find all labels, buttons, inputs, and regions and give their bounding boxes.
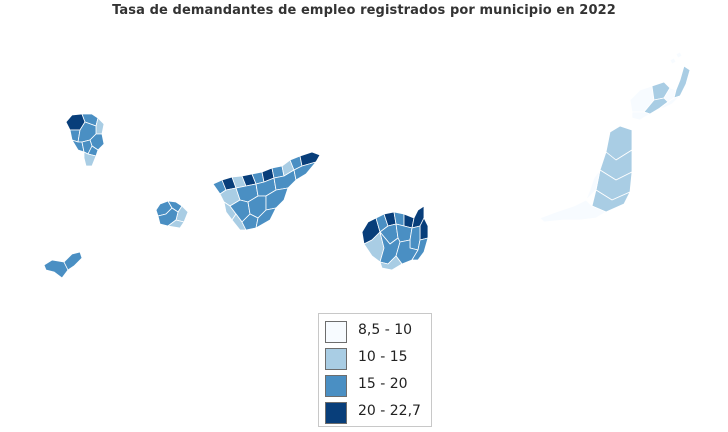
- tenerife-mun-15[interactable]: [293, 161, 317, 181]
- legend-swatch-1: [325, 321, 347, 343]
- tenerife-mun-20[interactable]: [231, 213, 247, 231]
- fv-mun-5[interactable]: [539, 199, 607, 223]
- tenerife-mun-22[interactable]: [255, 207, 277, 229]
- island-tenerife: [212, 151, 321, 231]
- legend-label-4: 20 - 22,7: [358, 403, 421, 419]
- legend-label-1: 8,5 - 10: [358, 322, 413, 338]
- lapalma-mun-3[interactable]: [95, 117, 105, 135]
- legend-label-3: 15 - 20: [358, 376, 408, 392]
- legend-label-2: 10 - 15: [358, 349, 408, 365]
- gomera-mun-5[interactable]: [167, 219, 185, 229]
- gc-mun-14[interactable]: [411, 237, 429, 261]
- lz-mun-4[interactable]: [673, 65, 691, 99]
- island-lanzarote: [629, 51, 691, 121]
- island-fuerteventura: [539, 125, 633, 223]
- island-la-palma: [65, 113, 105, 167]
- lz-mun-6[interactable]: [631, 111, 651, 121]
- legend-item-1: 8,5 - 10: [325, 321, 429, 343]
- lz-mun-7[interactable]: [659, 95, 681, 109]
- legend-item-4: 20 - 22,7: [325, 402, 429, 424]
- gc-mun-15[interactable]: [379, 255, 403, 271]
- lz-islet-2[interactable]: [669, 57, 677, 65]
- map-legend: 8,5 - 10 10 - 15 15 - 20 20 - 22,7: [318, 313, 432, 427]
- hierro-mun-2[interactable]: [63, 251, 83, 271]
- legend-item-3: 15 - 20: [325, 375, 429, 397]
- island-gran-canaria: [361, 205, 429, 271]
- map-title: Tasa de demandantes de empleo registrado…: [112, 3, 616, 18]
- hierro-mun-1[interactable]: [43, 259, 69, 279]
- island-el-hierro: [43, 251, 83, 279]
- lz-islet-1[interactable]: [675, 51, 683, 59]
- legend-item-2: 10 - 15: [325, 348, 429, 370]
- gomera-mun-4[interactable]: [157, 207, 179, 227]
- fv-mun-6[interactable]: [585, 169, 601, 201]
- island-la-gomera: [155, 200, 189, 229]
- lapalma-mun-10[interactable]: [83, 151, 97, 167]
- legend-swatch-2: [325, 348, 347, 370]
- tenerife-mun-10[interactable]: [299, 151, 321, 167]
- legend-swatch-3: [325, 375, 347, 397]
- legend-swatch-4: [325, 402, 347, 424]
